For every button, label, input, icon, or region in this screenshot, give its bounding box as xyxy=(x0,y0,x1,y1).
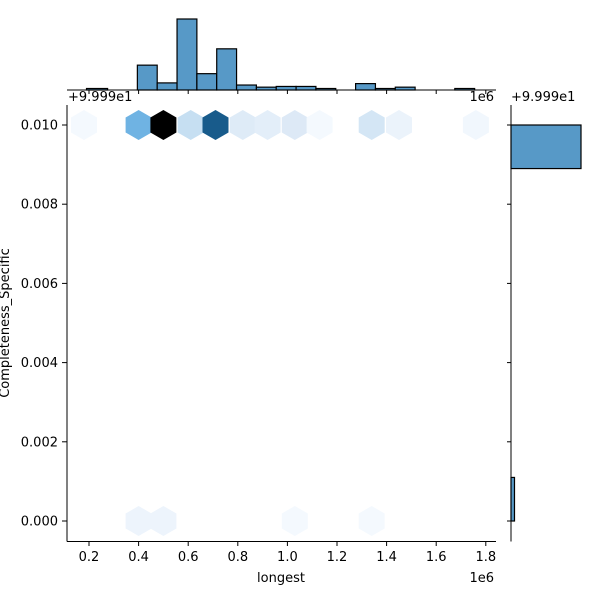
y-axis-ticks: 0.000 0.002 0.004 0.006 0.008 0.010 xyxy=(21,119,511,530)
top-marginal-histogram xyxy=(85,18,476,91)
hex-cell xyxy=(358,506,385,536)
right-hist-offset-label: +9.999e1 xyxy=(511,90,575,105)
right-hist-bar xyxy=(510,476,516,522)
hex-cell xyxy=(150,506,177,536)
hex-cell xyxy=(358,110,385,140)
hex-cell xyxy=(462,110,489,140)
x-tick-label: 0.8 xyxy=(227,550,248,565)
x-tick-label: 1.4 xyxy=(376,550,397,565)
hexbin-cells xyxy=(71,110,489,536)
y-tick-label: 0.008 xyxy=(21,198,58,213)
y-tick-label: 0.010 xyxy=(21,119,58,134)
y-tick-label: 0.002 xyxy=(21,435,58,450)
x-tick-label: 1.0 xyxy=(277,550,298,565)
x-tick-label: 1.8 xyxy=(475,550,496,565)
hex-cell xyxy=(229,110,256,140)
x-offset-label: 1e6 xyxy=(469,571,494,586)
x-tick-label: 0.2 xyxy=(79,550,100,565)
hex-cell xyxy=(71,110,97,140)
hex-cell xyxy=(281,110,308,140)
x-tick-label: 0.4 xyxy=(128,550,149,565)
y-tick-label: 0.004 xyxy=(21,356,58,371)
x-tick-label: 1.2 xyxy=(327,550,348,565)
x-tick-label: 0.6 xyxy=(178,550,199,565)
hex-cell xyxy=(177,110,204,140)
y-axis-label: Completeness_Specific xyxy=(0,248,13,398)
hex-cell xyxy=(150,110,177,140)
top-hist-bar xyxy=(176,18,198,91)
top-hist-bar xyxy=(275,85,297,91)
hex-cell xyxy=(125,110,152,140)
top-hist-bar xyxy=(196,73,218,91)
right-marginal-histogram xyxy=(510,124,582,522)
hex-cell xyxy=(202,110,229,140)
hex-cell xyxy=(125,506,152,536)
y-tick-label: 0.000 xyxy=(21,515,58,530)
top-hist-scale-label: 1e6 xyxy=(469,90,494,105)
hex-cell xyxy=(386,110,412,140)
top-hist-bar xyxy=(355,83,377,91)
right-hist-bar xyxy=(510,124,582,170)
x-axis-label: longest xyxy=(257,571,305,586)
top-hist-bar xyxy=(156,82,178,91)
hex-cell xyxy=(306,110,333,140)
top-hist-bar xyxy=(136,64,158,91)
x-axis-ticks: 0.2 0.4 0.6 0.8 1.0 1.2 1.4 1.6 1.8 xyxy=(79,90,496,565)
x-tick-label: 1.6 xyxy=(426,550,447,565)
top-hist-bar xyxy=(216,48,238,91)
top-hist-offset-label: +9.999e1 xyxy=(68,90,132,105)
hex-cell xyxy=(281,506,308,536)
hex-cell xyxy=(254,110,281,140)
top-hist-bar xyxy=(295,85,317,91)
top-hist-bar xyxy=(235,84,257,91)
y-tick-label: 0.006 xyxy=(21,277,58,292)
